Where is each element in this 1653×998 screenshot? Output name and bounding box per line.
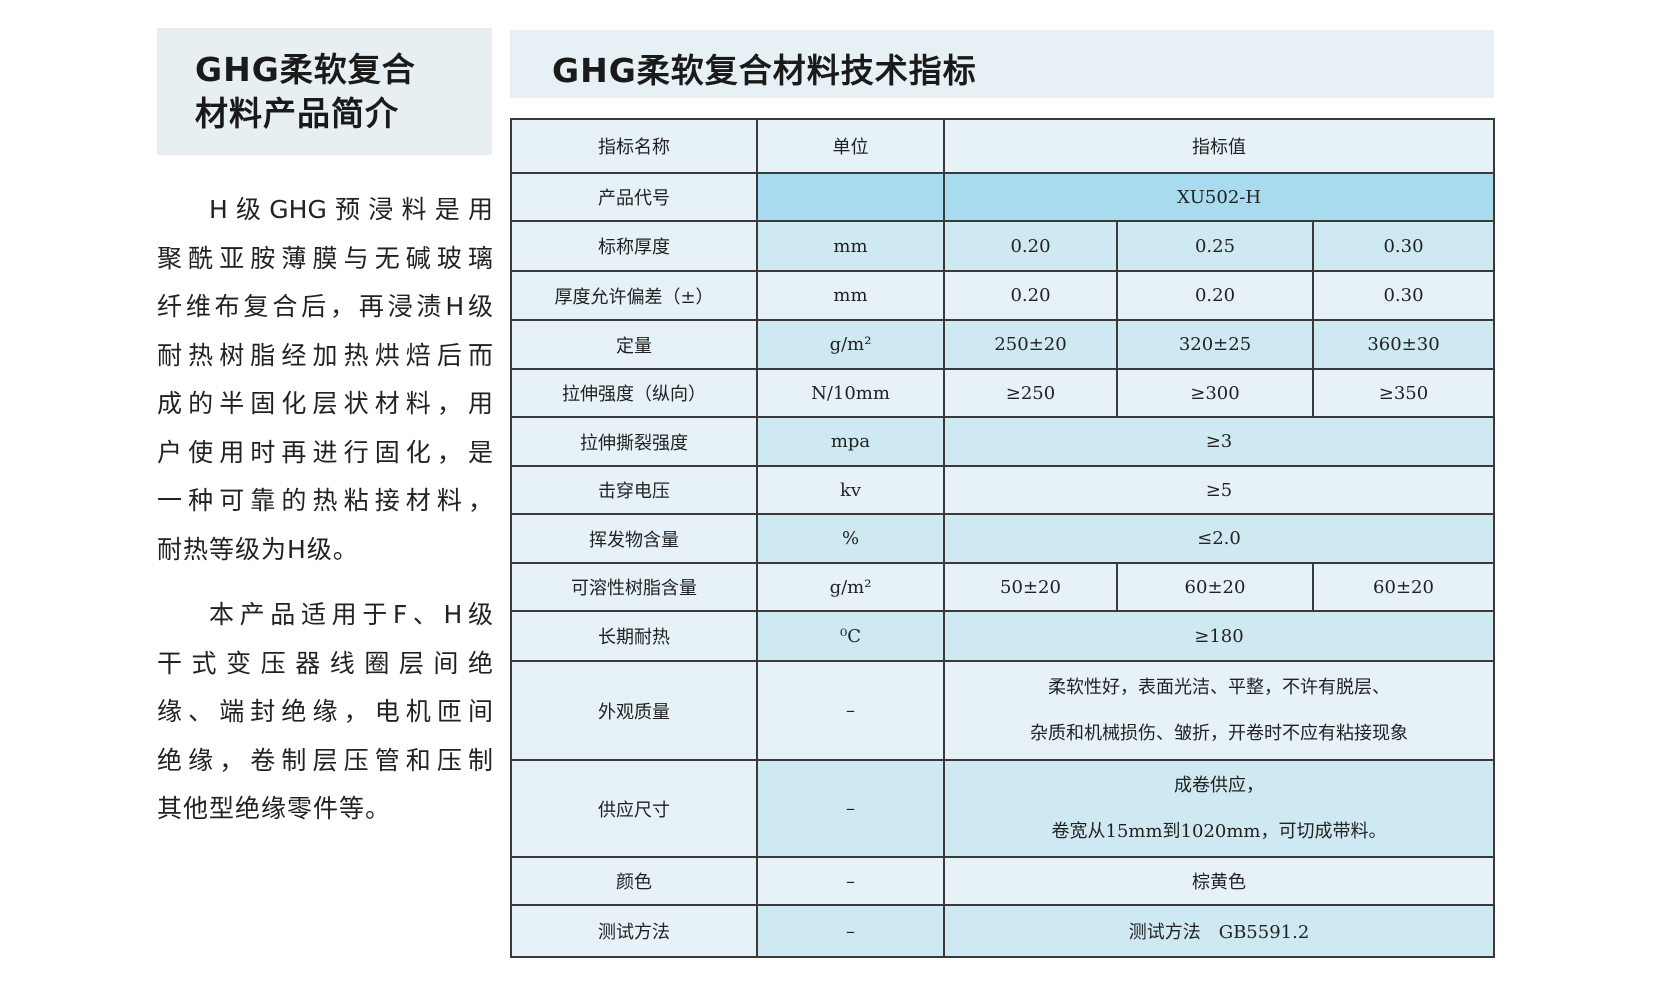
- row-unit: –: [756, 759, 945, 858]
- row-unit: –: [756, 904, 945, 958]
- row-value: ≥5: [943, 465, 1495, 515]
- table-row: 颜色 – 棕黄色: [510, 856, 1495, 906]
- row-unit: g/m²: [756, 319, 945, 370]
- row-name: 产品代号: [510, 172, 758, 222]
- row-value: 棕黄色: [943, 856, 1495, 906]
- text-line: 其他型绝缘零件等。: [157, 794, 392, 823]
- row-value: 柔软性好，表面光洁、平整，不许有脱层、 杂质和机械损伤、皱折，开卷时不应有粘接现…: [943, 660, 1495, 761]
- row-unit: g/m²: [756, 562, 945, 612]
- row-value: 测试方法 GB5591.2: [943, 904, 1495, 958]
- table-row: 拉伸强度（纵向） N/10mm ≥250 ≥300 ≥350: [510, 368, 1495, 418]
- row-value: 0.20: [943, 270, 1118, 321]
- row-value: 成卷供应， 卷宽从15mm到1020mm，可切成带料。: [943, 759, 1495, 858]
- row-value: ≥350: [1312, 368, 1495, 418]
- header-name: 指标名称: [510, 118, 758, 174]
- row-unit: %: [756, 513, 945, 564]
- text-line: H级GHG预浸料是用: [209, 195, 493, 224]
- spec-title-box: GHG柔软复合材料技术指标: [510, 30, 1494, 98]
- row-value: 50±20: [943, 562, 1118, 612]
- row-name: 挥发物含量: [510, 513, 758, 564]
- text-line: 户使用时再进行固化，是: [157, 437, 493, 467]
- row-unit: –: [756, 660, 945, 761]
- row-name: 拉伸强度（纵向）: [510, 368, 758, 418]
- row-unit: ⁰C: [756, 610, 945, 662]
- row-value: 0.30: [1312, 220, 1495, 272]
- row-name: 标称厚度: [510, 220, 758, 272]
- row-unit: kv: [756, 465, 945, 515]
- row-value: 320±25: [1116, 319, 1314, 370]
- row-value: 60±20: [1312, 562, 1495, 612]
- intro-title: GHG柔软复合 材料产品简介: [195, 48, 416, 136]
- row-value: 250±20: [943, 319, 1118, 370]
- row-value: ≥3: [943, 416, 1495, 467]
- header-unit: 单位: [756, 118, 945, 174]
- row-name: 颜色: [510, 856, 758, 906]
- row-value: XU502-H: [943, 172, 1495, 222]
- row-name: 外观质量: [510, 660, 758, 761]
- table-row: 定量 g/m² 250±20 320±25 360±30: [510, 319, 1495, 370]
- row-unit: mm: [756, 220, 945, 272]
- table-row: 标称厚度 mm 0.20 0.25 0.30: [510, 220, 1495, 272]
- text-line: 一种可靠的热粘接材料，: [157, 486, 493, 515]
- table-header-row: 指标名称 单位 指标值: [510, 118, 1495, 174]
- value-line: 卷宽从15mm到1020mm，可切成带料。: [1051, 820, 1387, 842]
- row-value: ≥250: [943, 368, 1118, 418]
- text-line: 耐热等级为H级。: [157, 534, 359, 564]
- value-line: 成卷供应，: [1174, 774, 1264, 796]
- row-unit: –: [756, 856, 945, 906]
- row-value: 360±30: [1312, 319, 1495, 370]
- table-row: 拉伸撕裂强度 mpa ≥3: [510, 416, 1495, 467]
- intro-title-line: GHG柔软复合: [195, 50, 416, 89]
- row-value: ≥300: [1116, 368, 1314, 418]
- spec-title: GHG柔软复合材料技术指标: [552, 51, 977, 90]
- header-value: 指标值: [943, 118, 1495, 174]
- intro-title-box: GHG柔软复合 材料产品简介: [157, 28, 492, 155]
- row-name: 定量: [510, 319, 758, 370]
- text-line: 绝缘，卷制层压管和压制: [157, 745, 493, 775]
- text-line: 干式变压器线圈层间绝: [157, 648, 493, 678]
- row-name: 测试方法: [510, 904, 758, 958]
- intro-body: H级GHG预浸料是用 聚酰亚胺薄膜与无碱玻璃 纤维布复合后，再浸渍H级 耐热树脂…: [157, 186, 493, 851]
- text-line: 耐热树脂经加热烘焙后而: [157, 340, 493, 370]
- text-line: 缘、端封绝缘，电机匝间: [157, 697, 493, 726]
- value-line: 杂质和机械损伤、皱折，开卷时不应有粘接现象: [1030, 722, 1408, 744]
- table-row: 击穿电压 kv ≥5: [510, 465, 1495, 515]
- table-row: 产品代号 XU502-H: [510, 172, 1495, 222]
- text-line: 纤维布复合后，再浸渍H级: [157, 292, 493, 321]
- row-name: 可溶性树脂含量: [510, 562, 758, 612]
- row-name: 拉伸撕裂强度: [510, 416, 758, 467]
- text-line: 聚酰亚胺薄膜与无碱玻璃: [157, 243, 493, 273]
- intro-paragraph-2: 本产品适用于F、H级 干式变压器线圈层间绝 缘、端封绝缘，电机匝间 绝缘，卷制层…: [157, 591, 493, 834]
- intro-title-line: 材料产品简介: [195, 94, 399, 133]
- row-name: 击穿电压: [510, 465, 758, 515]
- spec-table: 指标名称 单位 指标值 产品代号 XU502-H 标称厚度 mm 0.20 0.…: [510, 118, 1495, 958]
- row-name: 长期耐热: [510, 610, 758, 662]
- row-unit: [756, 172, 945, 222]
- row-value: ≤2.0: [943, 513, 1495, 564]
- table-row: 外观质量 – 柔软性好，表面光洁、平整，不许有脱层、 杂质和机械损伤、皱折，开卷…: [510, 660, 1495, 761]
- text-line: 本产品适用于F、H级: [209, 600, 493, 629]
- table-row: 长期耐热 ⁰C ≥180: [510, 610, 1495, 662]
- row-value: ≥180: [943, 610, 1495, 662]
- table-row: 可溶性树脂含量 g/m² 50±20 60±20 60±20: [510, 562, 1495, 612]
- row-value: 60±20: [1116, 562, 1314, 612]
- text-line: 成的半固化层状材料，用: [157, 389, 493, 418]
- row-value: 0.20: [943, 220, 1118, 272]
- table-row: 测试方法 – 测试方法 GB5591.2: [510, 904, 1495, 958]
- row-value: 0.25: [1116, 220, 1314, 272]
- row-value: 0.20: [1116, 270, 1314, 321]
- value-line: 柔软性好，表面光洁、平整，不许有脱层、: [1048, 676, 1390, 698]
- row-unit: N/10mm: [756, 368, 945, 418]
- row-name: 厚度允许偏差（±）: [510, 270, 758, 321]
- row-name: 供应尺寸: [510, 759, 758, 858]
- row-unit: mpa: [756, 416, 945, 467]
- table-row: 挥发物含量 % ≤2.0: [510, 513, 1495, 564]
- row-value: 0.30: [1312, 270, 1495, 321]
- intro-paragraph-1: H级GHG预浸料是用 聚酰亚胺薄膜与无碱玻璃 纤维布复合后，再浸渍H级 耐热树脂…: [157, 186, 493, 574]
- row-unit: mm: [756, 270, 945, 321]
- table-row: 厚度允许偏差（±） mm 0.20 0.20 0.30: [510, 270, 1495, 321]
- table-row: 供应尺寸 – 成卷供应， 卷宽从15mm到1020mm，可切成带料。: [510, 759, 1495, 858]
